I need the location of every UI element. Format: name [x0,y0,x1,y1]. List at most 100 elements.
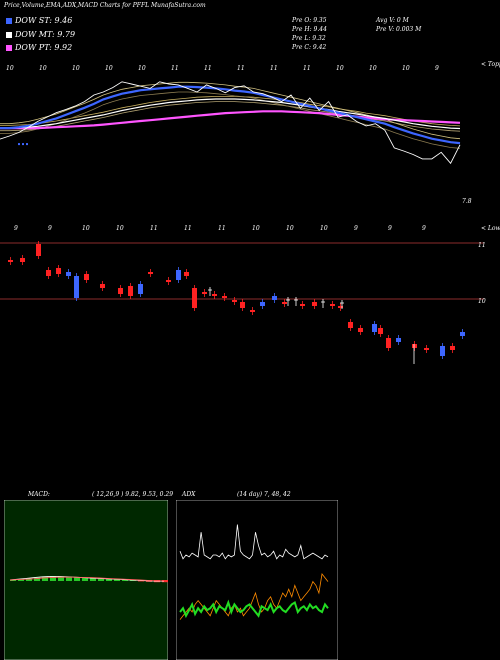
macd-hist-bar [74,577,80,581]
adx-line-2 [179,573,329,620]
top-digit: 11 [204,65,212,72]
candle-body [412,344,417,348]
legend-dow-pt: DOW PT: 9.92 [6,43,72,52]
top-digit: 10 [39,65,47,72]
bottom-label: < Lowes [481,225,500,232]
macd-hist-bar [90,578,96,581]
candle-body [138,284,143,294]
bottom-digit: 9 [422,225,426,232]
top-digit: 10 [369,65,377,72]
pre-volume: Pre V: 0.003 M [376,26,422,33]
dow-pt-swatch [6,44,12,51]
top-digit: 10 [6,65,14,72]
candle-body [440,346,445,356]
candle-body [128,286,133,296]
price-marker [26,143,28,146]
macd-hist-bar [114,579,120,581]
top-digit: 9 [435,65,439,72]
candle-body [250,310,255,312]
bottom-digit: 10 [82,225,90,232]
macd-hist-bar [66,576,72,581]
macd-hist-bar [18,579,24,581]
candle-body [74,276,79,298]
candle-body [282,302,287,304]
candle-body [300,304,305,306]
candle-body [272,296,277,300]
ohlc-close: Pre C: 9.42 [292,44,327,51]
candle-body [148,272,153,274]
price-chart: 10 10 10 10 10 11 11 11 11 11 10 10 10 9 9 9 10 10 11 11 11 1… [0,61,500,232]
bottom-digit: 11 [218,225,226,232]
level-label-lower: 10 [478,298,486,305]
band-line [0,91,461,149]
level-label-upper: 11 [478,242,486,249]
candle-body [240,302,245,308]
macd-hist-bar [106,578,112,581]
adx-chart [176,500,338,660]
bottom-digit: 9 [48,225,52,232]
candle-body [348,322,353,328]
candle-body [312,302,317,306]
candle-body [84,274,89,280]
dow-pt-label: DOW PT: 9.92 [15,43,73,52]
candle-body [460,332,465,336]
top-digit: 11 [171,65,179,72]
bottom-digit: 9 [14,225,18,232]
macd-hist-bar [122,579,128,581]
macd-hist-bar [10,580,16,581]
dow-st-label: DOW ST: 9.46 [15,16,73,25]
candle-body [202,292,207,294]
candle-body [232,300,237,302]
candle-body [20,258,25,262]
candle-body [8,260,13,262]
ohlc-high: Pre H: 9.44 [292,26,327,33]
candle-body [46,270,51,276]
bottom-digit: 10 [320,225,328,232]
bottom-digit: 10 [286,225,294,232]
macd-signal-line [9,576,164,582]
candle-body [424,348,429,350]
macd-params: ( 12,26,9 ) 9.82, 9.53, 0.29 [92,491,174,498]
dow-line-3 [0,110,461,130]
macd-hist-bar [162,580,168,583]
top-digit: 11 [237,65,245,72]
adx-background [176,500,338,660]
candle-body [66,272,71,276]
macd-hist-bar [42,576,48,581]
candle-body [36,244,41,256]
macd-hist-bar [50,576,56,581]
adx-line-1 [179,599,329,619]
price-marker [18,143,20,146]
bottom-digit: 11 [150,225,158,232]
candle-body [450,346,455,350]
ohlc-low: Pre L: 9.32 [292,35,326,42]
avg-volume: Avg V: 0 M [376,17,409,24]
top-digit: 10 [72,65,80,72]
candle-body [330,304,335,306]
adx-params: (14 day) 7, 48, 42 [237,491,291,498]
macd-hist-bar [26,578,32,581]
candle-body [386,338,391,348]
band-line [0,101,461,132]
candle-body [212,294,217,296]
bottom-digit: 11 [184,225,192,232]
candle-body [118,288,123,294]
price-marker [22,143,24,146]
macd-hist-bar [34,577,40,581]
top-digit: 10 [138,65,146,72]
macd-chart [4,500,168,660]
candle-body [338,306,343,308]
candle-body [260,302,265,306]
legend-dow-st: DOW ST: 9.46 [6,16,72,25]
price-line [0,81,461,165]
top-digit: 11 [303,65,311,72]
dow-st-swatch [6,17,12,24]
dow-mt-swatch [6,31,12,38]
candle-body [100,284,105,288]
adx-label: ADX [182,491,196,498]
top-digit: 10 [105,65,113,72]
legend-dow-mt: DOW MT: 9.79 [6,30,75,39]
macd-hist-bar [82,577,88,581]
top-digit: 11 [270,65,278,72]
top-digit: 10 [402,65,410,72]
